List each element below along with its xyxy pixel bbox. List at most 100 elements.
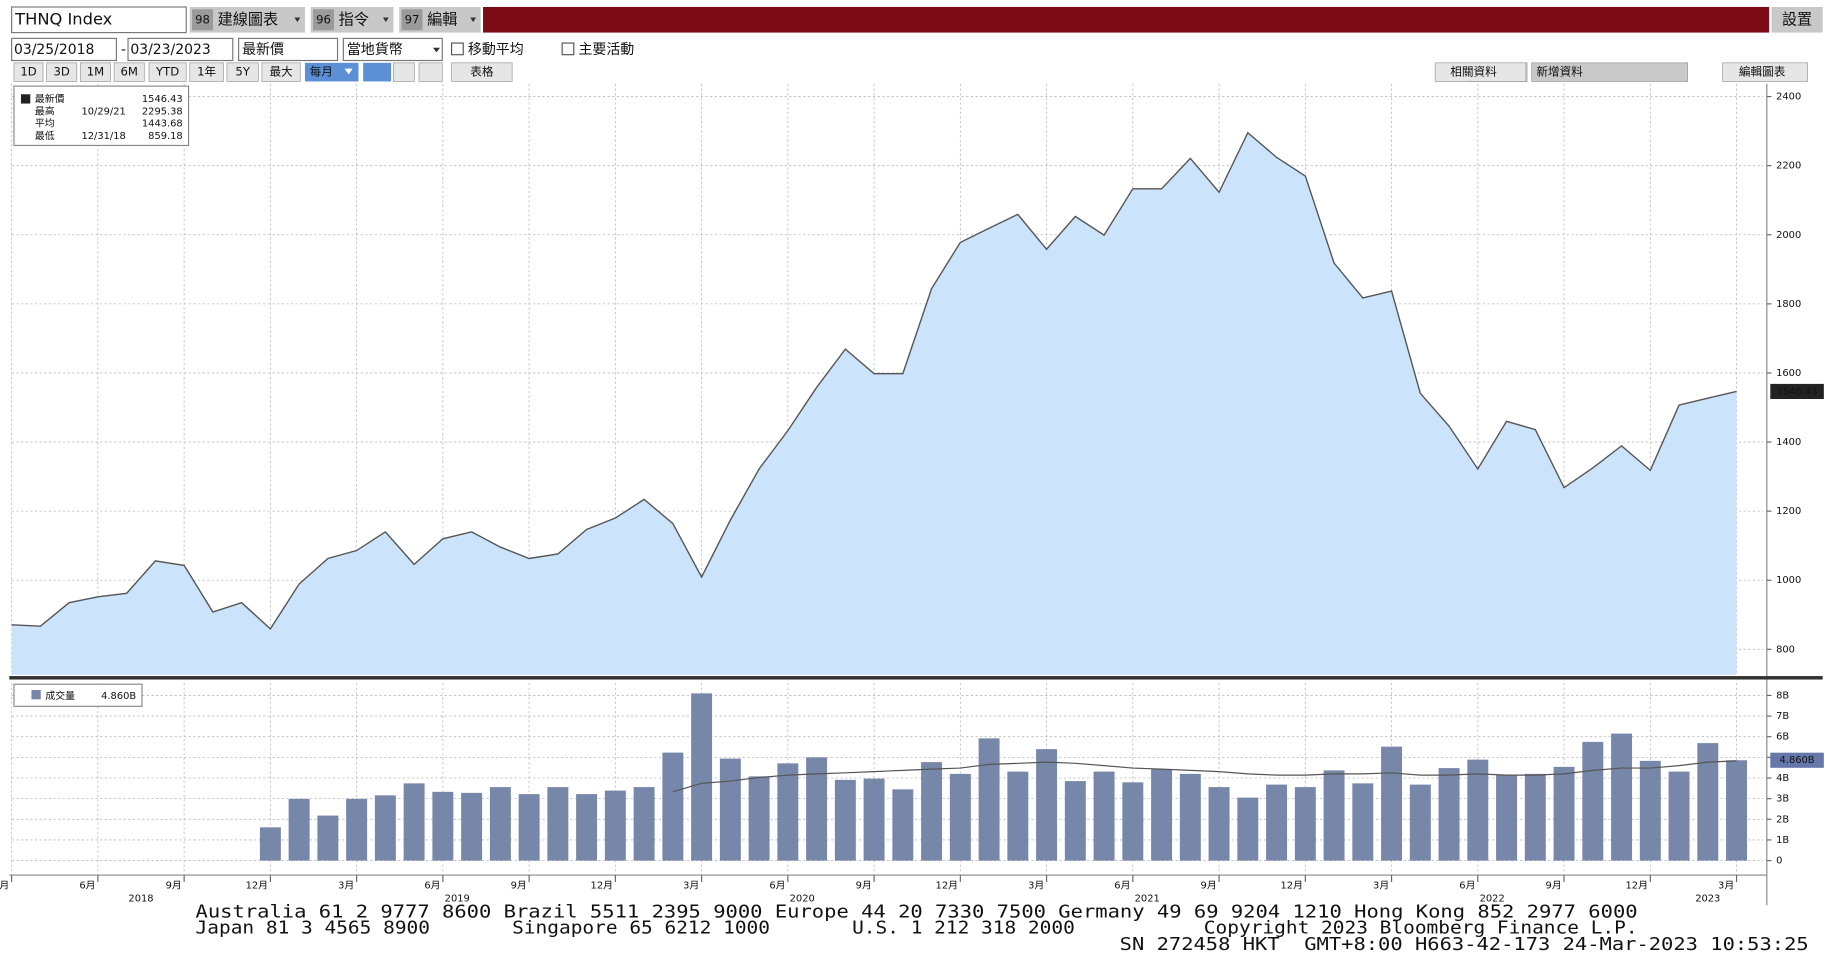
add-data: 新增資料 xyxy=(1536,65,1583,79)
y-tick-label: 2000 xyxy=(1776,230,1801,241)
footer-line: SN 272458 HKT GMT+8:00 H663-42-173 24-Ma… xyxy=(1120,935,1809,953)
start-date: 03/25/2018 xyxy=(14,42,94,58)
bar xyxy=(1122,782,1144,861)
bar xyxy=(489,787,511,861)
edit-chart-button[interactable] xyxy=(1722,62,1808,82)
x-tick-label: 9月 xyxy=(511,880,527,892)
x-tick-label: 3月 xyxy=(338,880,354,892)
year-label: 2023 xyxy=(1695,893,1720,904)
period-label: 1年 xyxy=(197,65,216,79)
bar xyxy=(259,827,281,861)
y-tick-label: 1600 xyxy=(1776,368,1801,379)
legend-label: 最低 xyxy=(35,129,55,142)
y-tick-label: 1200 xyxy=(1776,506,1801,517)
bar xyxy=(949,773,971,861)
bar xyxy=(547,787,569,861)
line xyxy=(11,131,1737,630)
line-style-button[interactable] xyxy=(363,62,392,82)
menu-label: 編輯 xyxy=(427,10,457,28)
y-tick-label: 2200 xyxy=(1776,161,1801,172)
x-tick-label: 12月 xyxy=(1281,880,1303,892)
x-tick-label: 12月 xyxy=(246,880,268,892)
bar xyxy=(1639,760,1661,861)
bar xyxy=(719,758,741,861)
bar xyxy=(374,795,396,861)
bar xyxy=(1323,770,1345,861)
currency-dropdown[interactable] xyxy=(342,37,443,62)
period-label: 最大 xyxy=(269,65,293,79)
x-tick-label: 3月 xyxy=(1718,880,1734,892)
settings-button[interactable] xyxy=(1771,6,1823,33)
footer-line: Australia 61 2 9777 8600 Brazil 5511 239… xyxy=(196,902,1638,922)
bar xyxy=(1266,784,1288,861)
period-label: 3D xyxy=(54,65,70,79)
checkbox[interactable] xyxy=(561,42,575,56)
field-dropdown[interactable] xyxy=(238,37,339,62)
x-tick-label: 6月 xyxy=(1459,880,1475,892)
related-button[interactable] xyxy=(1434,62,1527,82)
period-button[interactable] xyxy=(79,62,111,82)
legend-label: 最新價 xyxy=(35,92,65,105)
period-button[interactable] xyxy=(13,62,44,82)
date-separator: - xyxy=(121,42,126,58)
menu-code-box xyxy=(192,9,213,31)
legend-label: 平均 xyxy=(35,117,55,129)
period-button[interactable] xyxy=(148,62,187,82)
period-button[interactable] xyxy=(113,62,145,82)
bar xyxy=(1697,743,1719,861)
edit-chart: 編輯圖表 xyxy=(1739,65,1786,79)
frequency-button[interactable] xyxy=(304,62,359,82)
y-tick-label: 2400 xyxy=(1776,92,1801,103)
y-tick-label: 6B xyxy=(1776,732,1789,743)
bar xyxy=(1007,771,1029,861)
checkbox-label: 移動平均 xyxy=(468,42,524,58)
x-tick-label: 9月 xyxy=(1201,880,1217,892)
table-button[interactable] xyxy=(451,62,513,82)
period-button[interactable] xyxy=(226,62,259,82)
year-label: 2018 xyxy=(128,893,153,904)
menu-code: 97 xyxy=(405,12,420,26)
legend-swatch xyxy=(20,94,31,104)
period-label: 5Y xyxy=(235,65,250,79)
add-data-field[interactable] xyxy=(1531,62,1689,82)
bar xyxy=(1036,749,1058,861)
period-button[interactable] xyxy=(189,62,224,82)
field: 最新價 xyxy=(242,41,284,58)
frequency-arrow xyxy=(344,68,353,75)
bar xyxy=(1208,787,1230,861)
title-bar xyxy=(483,6,1770,33)
bar xyxy=(1668,771,1690,861)
x-tick-label: 3月 xyxy=(683,880,699,892)
period-label: YTD xyxy=(155,65,179,79)
bar xyxy=(1524,773,1546,861)
period-button[interactable] xyxy=(261,62,301,82)
more-button[interactable] xyxy=(418,62,443,82)
bar-style-button[interactable] xyxy=(393,62,415,82)
y-tick-label: 1400 xyxy=(1776,437,1801,448)
x-tick-label: 6月 xyxy=(769,880,785,892)
y-tick-label: 1000 xyxy=(1776,575,1801,586)
menu-code-box xyxy=(401,9,423,31)
period-button[interactable] xyxy=(46,62,78,82)
y-tick-label: 7B xyxy=(1776,711,1789,722)
menu-arrow xyxy=(382,17,389,23)
dropdown-arrow xyxy=(432,47,440,53)
security-field[interactable] xyxy=(11,6,187,34)
y-tick-label: 1800 xyxy=(1776,299,1801,310)
end-date-field[interactable] xyxy=(127,37,234,62)
legend-label: 最高 xyxy=(35,105,55,118)
checkbox[interactable] xyxy=(451,42,464,56)
y-tick-label: 4B xyxy=(1776,773,1789,784)
x-tick-label: 12月 xyxy=(591,880,613,892)
bar xyxy=(921,762,943,861)
last-price-tag xyxy=(1770,383,1824,400)
last-volume-tag xyxy=(1770,752,1824,768)
y-tick-label: 8B xyxy=(1776,690,1789,701)
menu-code: 96 xyxy=(316,12,331,26)
start-date-field[interactable] xyxy=(11,37,117,62)
bar xyxy=(892,789,914,861)
bar xyxy=(1151,769,1173,861)
bar xyxy=(461,792,483,861)
menu-label: 指令 xyxy=(339,10,369,28)
